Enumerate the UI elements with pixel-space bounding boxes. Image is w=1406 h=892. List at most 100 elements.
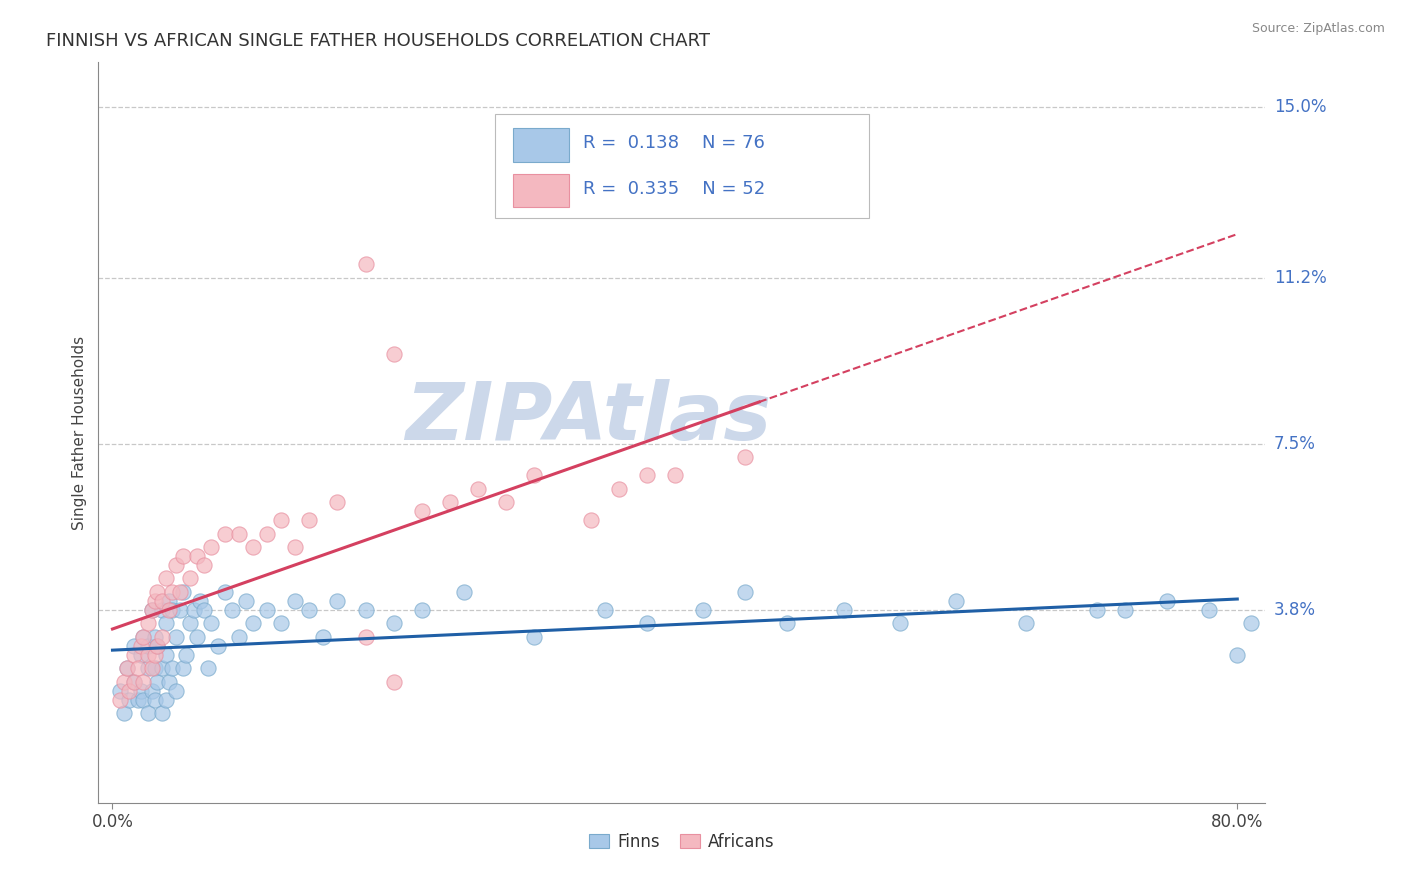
Point [146,585,169,599]
Point [439,495,461,509]
Point [179,571,201,585]
Point [242,616,264,631]
Point [150,706,173,720]
Point [197,661,219,675]
Point [155,571,177,585]
Point [734,450,756,465]
Point [136,706,159,720]
Point [172,549,194,563]
Point [1114,603,1136,617]
Point [523,468,546,483]
Point [136,616,159,631]
Point [312,630,335,644]
Point [664,468,686,483]
Point [160,585,183,599]
Point [150,603,173,617]
Point [284,594,307,608]
Point [411,603,433,617]
Point [160,603,183,617]
Text: 15.0%: 15.0% [1274,98,1326,116]
Point [132,674,155,689]
Point [607,482,630,496]
Point [256,526,278,541]
Point [150,594,173,608]
Text: FINNISH VS AFRICAN SINGLE FATHER HOUSEHOLDS CORRELATION CHART: FINNISH VS AFRICAN SINGLE FATHER HOUSEHO… [46,32,710,50]
Point [1156,594,1178,608]
Point [636,468,658,483]
Point [160,661,183,675]
Point [150,630,173,644]
Point [467,482,489,496]
Point [112,706,135,720]
FancyBboxPatch shape [495,114,869,218]
Point [141,683,163,698]
Point [523,630,546,644]
Point [146,639,169,653]
Point [354,630,377,644]
Point [122,639,145,653]
Point [734,585,756,599]
Text: 11.2%: 11.2% [1274,268,1326,287]
Point [136,661,159,675]
Point [108,692,131,706]
Point [692,603,714,617]
Point [155,648,177,662]
Point [146,639,169,653]
Bar [513,174,568,208]
Point [122,674,145,689]
Point [169,585,191,599]
Y-axis label: Single Father Households: Single Father Households [72,335,87,530]
Point [256,603,278,617]
Point [354,603,377,617]
Point [127,661,149,675]
Point [193,558,215,572]
Point [270,513,292,527]
Text: 7.5%: 7.5% [1274,434,1316,453]
Point [636,616,658,631]
Point [136,639,159,653]
Point [129,648,152,662]
Point [141,603,163,617]
Point [174,648,197,662]
Point [143,648,166,662]
Point [495,495,517,509]
Text: Source: ZipAtlas.com: Source: ZipAtlas.com [1251,22,1385,36]
Point [200,616,222,631]
Point [143,692,166,706]
Point [108,683,131,698]
Point [832,603,855,617]
Point [132,692,155,706]
Point [129,639,152,653]
Text: R =  0.335    N = 52: R = 0.335 N = 52 [582,180,765,198]
Point [214,526,236,541]
Point [207,639,229,653]
Point [165,683,187,698]
Point [165,630,187,644]
Point [242,540,264,554]
Point [1198,603,1220,617]
Point [169,603,191,617]
Point [1015,616,1038,631]
Point [141,661,163,675]
Point [157,674,180,689]
Point [118,692,141,706]
Point [221,603,243,617]
Point [127,692,149,706]
Point [143,630,166,644]
Point [143,661,166,675]
Point [112,674,135,689]
Point [136,648,159,662]
Point [115,661,138,675]
Point [298,603,321,617]
Point [165,558,187,572]
Point [146,674,169,689]
Point [129,683,152,698]
Point [186,549,208,563]
Point [284,540,307,554]
Point [228,526,250,541]
Point [183,603,205,617]
Point [1085,603,1108,617]
Point [172,661,194,675]
Legend: Finns, Africans: Finns, Africans [582,826,782,857]
Point [179,616,201,631]
